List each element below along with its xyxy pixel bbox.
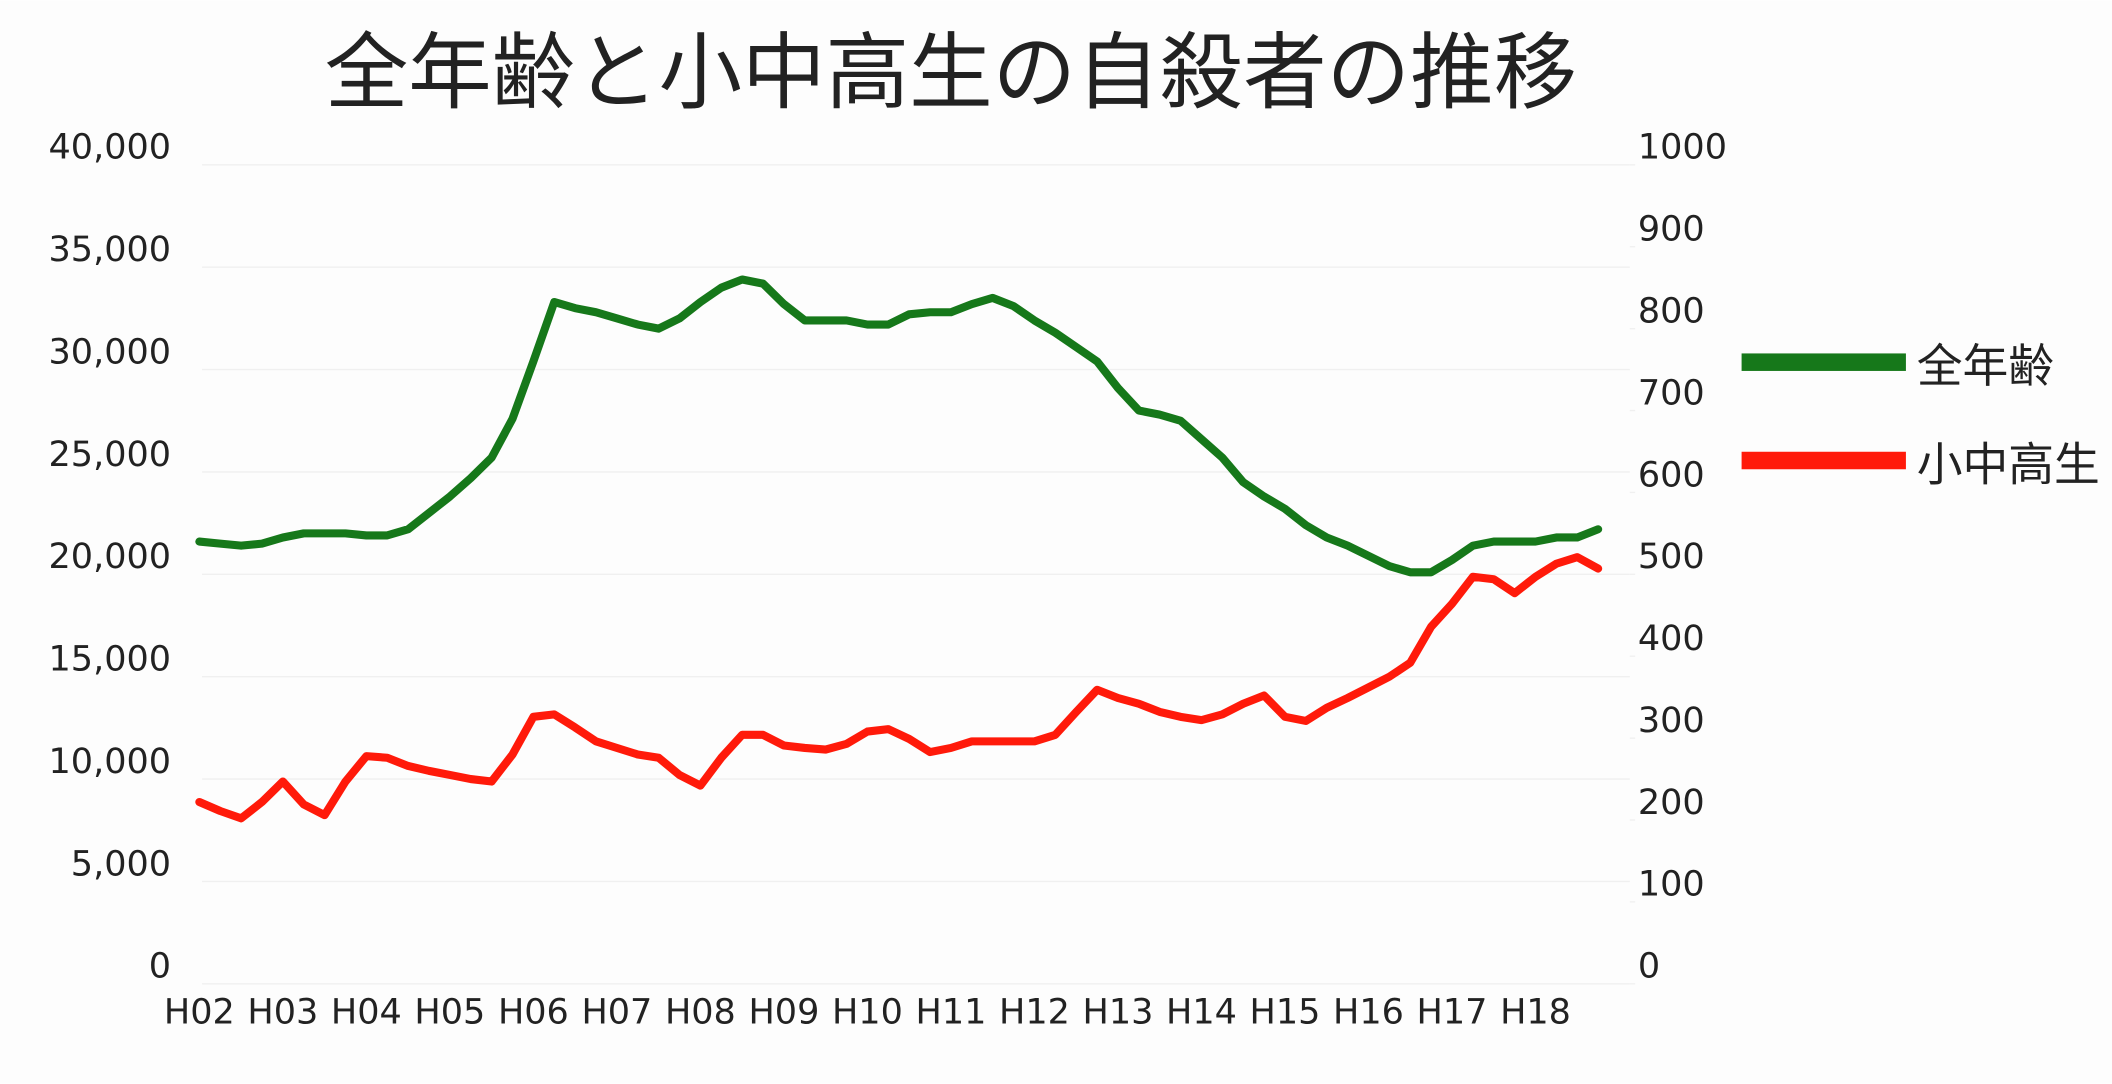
x-tick-label: H02: [164, 991, 235, 1032]
y-tick-label: 0: [149, 946, 171, 987]
y-tick-label: 20,000: [49, 536, 172, 577]
y-tick-label: 5,000: [71, 843, 171, 884]
y2-tick-label: 300: [1638, 700, 1705, 741]
x-tick-label: H03: [247, 991, 318, 1032]
x-tick-label: H09: [748, 991, 819, 1032]
y2-tick-label: 0: [1638, 946, 1660, 987]
x-tick-label: H11: [915, 991, 986, 1032]
x-tick-label: H04: [331, 991, 402, 1032]
x-tick-label: H14: [1166, 991, 1237, 1032]
legend-swatch: [1741, 353, 1906, 371]
y2-tick-label: 100: [1638, 864, 1705, 905]
x-tick-label: H12: [999, 991, 1070, 1032]
x-tick-label: H10: [832, 991, 903, 1032]
y-tick-label: 25,000: [49, 434, 172, 475]
legend-swatch: [1741, 451, 1906, 470]
y-tick-label: 30,000: [49, 331, 172, 372]
line-series: [195, 275, 1603, 577]
legend-label: 小中高生: [1917, 437, 2100, 491]
y-tick-label: 40,000: [49, 127, 172, 168]
x-tick-label: H13: [1083, 991, 1154, 1032]
x-tick-label: H08: [665, 991, 736, 1032]
y-tick-label: 15,000: [49, 639, 172, 680]
y2-tick-label: 600: [1638, 454, 1705, 495]
x-tick-label: H17: [1417, 991, 1488, 1032]
x-tick-label: H07: [581, 991, 652, 1032]
y2-tick-label: 1000: [1638, 127, 1727, 168]
x-tick-label: H05: [414, 991, 485, 1032]
x-tick-label: H06: [498, 991, 569, 1032]
y2-tick-label: 800: [1638, 290, 1705, 331]
y-tick-label: 10,000: [49, 741, 172, 782]
y2-tick-label: 400: [1638, 618, 1705, 659]
chart-title: 全年齢と小中高生の自殺者の推移: [325, 24, 1578, 122]
x-tick-label: H15: [1250, 991, 1321, 1032]
x-tick-label: H18: [1500, 991, 1571, 1032]
y-tick-label: 35,000: [49, 229, 172, 270]
y2-tick-label: 500: [1638, 536, 1705, 577]
y2-tick-label: 900: [1638, 209, 1705, 250]
y2-tick-label: 200: [1638, 782, 1705, 823]
legend-label: 全年齢: [1917, 339, 2054, 393]
x-tick-label: H16: [1333, 991, 1404, 1032]
y2-tick-label: 700: [1638, 372, 1705, 413]
line-series: [195, 553, 1603, 823]
